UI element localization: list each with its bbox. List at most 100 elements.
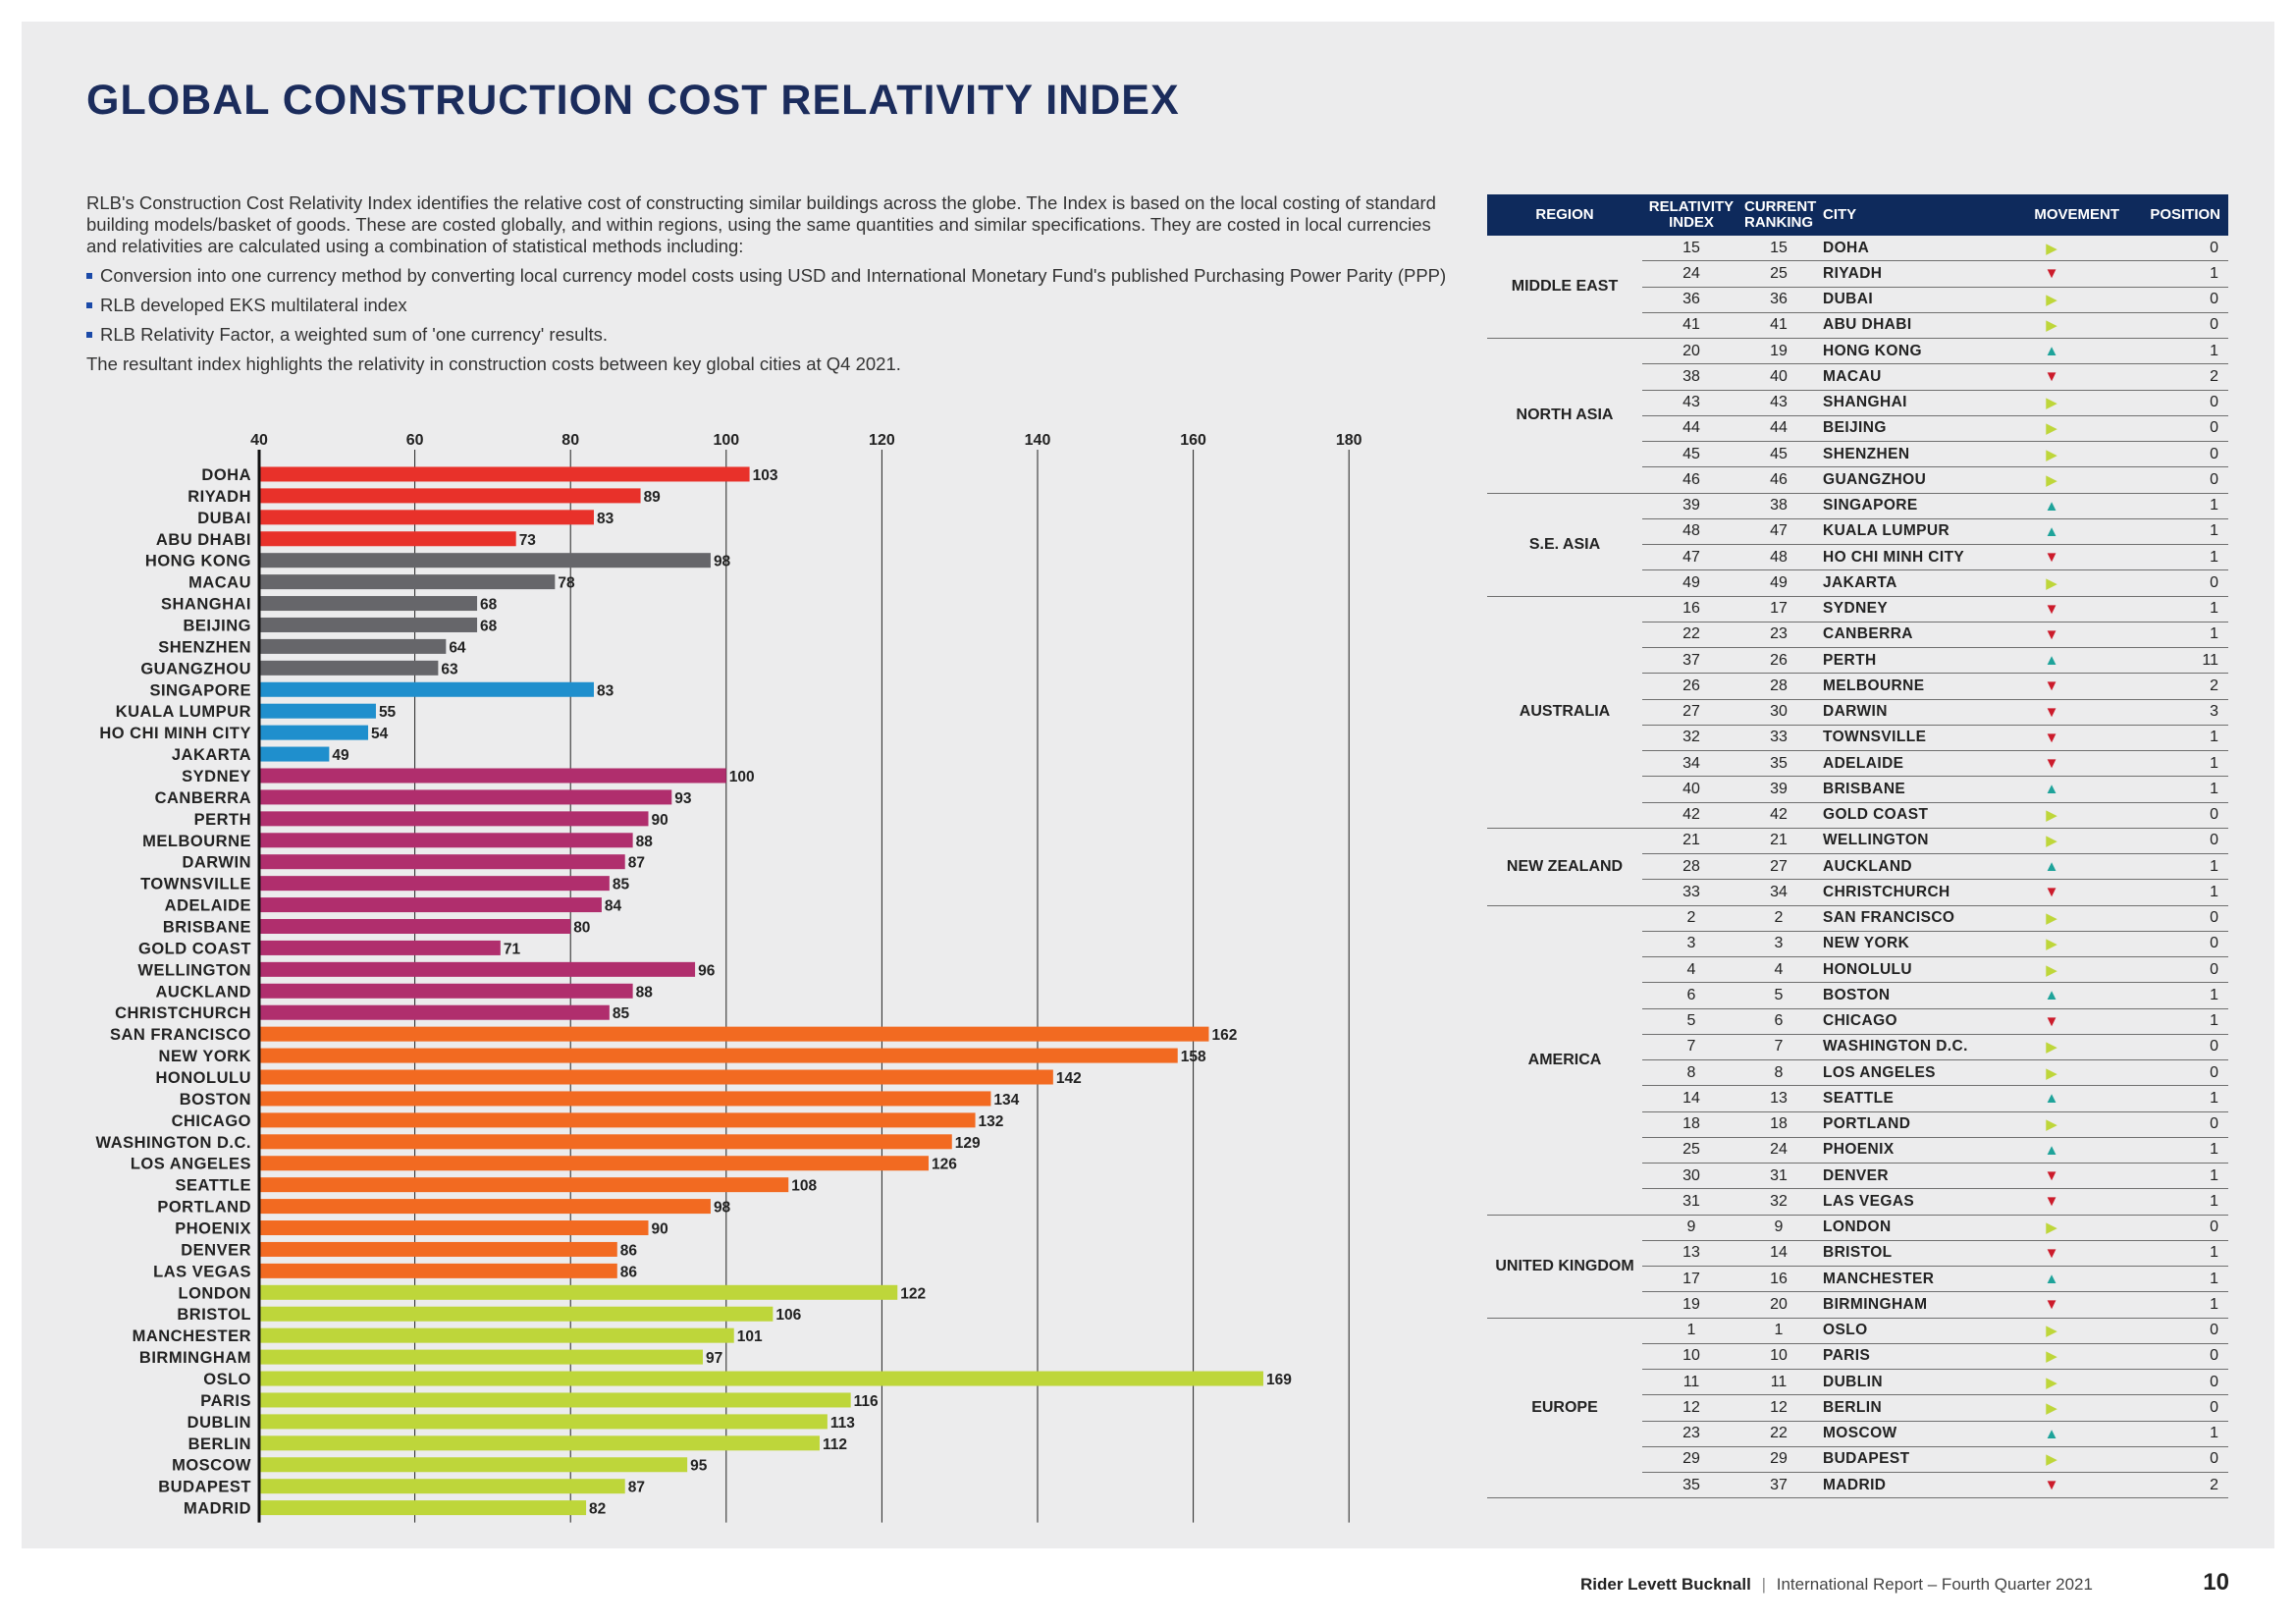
category-label: CHICAGO bbox=[172, 1112, 251, 1130]
table-row: 29 29 BUDAPEST ▶ 0 bbox=[1487, 1446, 2228, 1474]
position-change-cell: 1 bbox=[2123, 1421, 2228, 1447]
current-ranking-cell: 9 bbox=[1740, 1215, 1817, 1241]
table-row: 28 27 AUCKLAND ▲ 1 bbox=[1487, 853, 2228, 881]
city-cell: SYDNEY bbox=[1817, 596, 1980, 623]
relativity-index-cell: 45 bbox=[1642, 441, 1740, 468]
current-ranking-cell: 20 bbox=[1740, 1291, 1817, 1319]
relativity-index-cell: 5 bbox=[1642, 1008, 1740, 1035]
city-cell: CHRISTCHURCH bbox=[1817, 879, 1980, 906]
relativity-index-cell: 32 bbox=[1642, 725, 1740, 752]
relativity-index-cell: 39 bbox=[1642, 493, 1740, 519]
position-change-cell: 1 bbox=[2123, 1266, 2228, 1293]
position-change-cell: 0 bbox=[2123, 415, 2228, 443]
relativity-index-cell: 33 bbox=[1642, 879, 1740, 906]
city-cell: DOHA bbox=[1817, 236, 1980, 262]
category-label: AUCKLAND bbox=[156, 983, 252, 1001]
position-change-cell: 0 bbox=[2123, 441, 2228, 468]
bar bbox=[259, 746, 330, 762]
category-label: CANBERRA bbox=[155, 789, 251, 807]
data-label: 122 bbox=[900, 1285, 926, 1302]
relativity-index-cell: 14 bbox=[1642, 1085, 1740, 1112]
current-ranking-cell: 39 bbox=[1740, 776, 1817, 803]
city-cell: HO CHI MINH CITY bbox=[1817, 544, 1980, 571]
position-change-cell: 2 bbox=[2123, 363, 2228, 391]
relativity-index-cell: 2 bbox=[1642, 905, 1740, 932]
movement-down-icon: ▼ bbox=[1980, 673, 2123, 700]
table-row: 34 35 ADELAIDE ▼ 1 bbox=[1487, 750, 2228, 778]
table-row: 19 20 BIRMINGHAM ▼ 1 bbox=[1487, 1291, 2228, 1319]
region-cell: AMERICA bbox=[1487, 905, 1642, 1216]
current-ranking-cell: 29 bbox=[1740, 1446, 1817, 1474]
city-cell: BRISTOL bbox=[1817, 1240, 1980, 1268]
movement-down-icon: ▼ bbox=[1980, 1240, 2123, 1268]
relativity-index-cell: 1 bbox=[1642, 1318, 1740, 1344]
current-ranking-cell: 3 bbox=[1740, 931, 1817, 958]
table-row: 30 31 DENVER ▼ 1 bbox=[1487, 1163, 2228, 1190]
table-row: 8 8 LOS ANGELES ▶ 0 bbox=[1487, 1059, 2228, 1087]
category-label: GUANGZHOU bbox=[140, 660, 251, 677]
city-cell: DENVER bbox=[1817, 1163, 1980, 1190]
x-tick-label: 160 bbox=[1180, 432, 1206, 449]
movement-same-icon: ▶ bbox=[1980, 1369, 2123, 1396]
city-cell: TOWNSVILLE bbox=[1817, 725, 1980, 752]
relativity-index-cell: 28 bbox=[1642, 853, 1740, 881]
bar bbox=[259, 1435, 820, 1451]
relativity-index-cell: 9 bbox=[1642, 1215, 1740, 1241]
position-change-cell: 0 bbox=[2123, 905, 2228, 932]
table-row: 14 13 SEATTLE ▲ 1 bbox=[1487, 1085, 2228, 1112]
category-label: SINGAPORE bbox=[149, 681, 251, 699]
category-label: PORTLAND bbox=[157, 1199, 251, 1217]
relativity-index-cell: 20 bbox=[1642, 338, 1740, 365]
category-label: PARIS bbox=[200, 1392, 251, 1410]
city-cell: BIRMINGHAM bbox=[1817, 1291, 1980, 1319]
relativity-index-cell: 38 bbox=[1642, 363, 1740, 391]
current-ranking-cell: 27 bbox=[1740, 853, 1817, 881]
relativity-index-cell: 41 bbox=[1642, 312, 1740, 340]
category-label: BRISTOL bbox=[177, 1306, 251, 1324]
bar bbox=[259, 488, 641, 504]
position-change-cell: 0 bbox=[2123, 931, 2228, 958]
category-label: HONG KONG bbox=[145, 553, 251, 570]
table-row: 48 47 KUALA LUMPUR ▲ 1 bbox=[1487, 518, 2228, 546]
category-label: GOLD COAST bbox=[138, 940, 251, 957]
table-row: 47 48 HO CHI MINH CITY ▼ 1 bbox=[1487, 544, 2228, 571]
data-label: 71 bbox=[504, 941, 521, 957]
relativity-index-cell: 12 bbox=[1642, 1394, 1740, 1422]
current-ranking-cell: 47 bbox=[1740, 518, 1817, 546]
category-label: LONDON bbox=[179, 1284, 252, 1302]
table-row: 49 49 JAKARTA ▶ 0 bbox=[1487, 569, 2228, 597]
data-label: 64 bbox=[449, 639, 466, 656]
bar bbox=[259, 1220, 649, 1236]
data-label: 87 bbox=[628, 855, 645, 872]
city-cell: LOS ANGELES bbox=[1817, 1059, 1980, 1087]
position-change-cell: 1 bbox=[2123, 544, 2228, 571]
data-label: 82 bbox=[589, 1501, 606, 1518]
bar bbox=[259, 1327, 734, 1343]
table-row: 43 43 SHANGHAI ▶ 0 bbox=[1487, 390, 2228, 416]
current-ranking-cell: 7 bbox=[1740, 1034, 1817, 1061]
position-change-cell: 0 bbox=[2123, 1446, 2228, 1474]
category-label: ABU DHABI bbox=[156, 531, 251, 549]
relativity-index-cell: 7 bbox=[1642, 1034, 1740, 1061]
current-ranking-cell: 46 bbox=[1740, 466, 1817, 494]
data-label: 83 bbox=[597, 682, 614, 699]
bar bbox=[259, 1414, 828, 1430]
x-tick-label: 80 bbox=[561, 432, 579, 449]
position-change-cell: 0 bbox=[2123, 956, 2228, 984]
bar bbox=[259, 940, 501, 955]
category-label: PHOENIX bbox=[175, 1220, 251, 1238]
movement-same-icon: ▶ bbox=[1980, 390, 2123, 416]
city-cell: HONOLULU bbox=[1817, 956, 1980, 984]
city-cell: BUDAPEST bbox=[1817, 1446, 1980, 1474]
category-label: ADELAIDE bbox=[165, 897, 251, 915]
city-cell: PERTH bbox=[1817, 647, 1980, 675]
current-ranking-cell: 2 bbox=[1740, 905, 1817, 932]
table-row: 41 41 ABU DHABI ▶ 0 bbox=[1487, 312, 2228, 340]
movement-down-icon: ▼ bbox=[1980, 1163, 2123, 1190]
table-row: 35 37 MADRID ▼ 2 bbox=[1487, 1472, 2228, 1499]
current-ranking-cell: 16 bbox=[1740, 1266, 1817, 1293]
bar bbox=[259, 854, 625, 870]
bar bbox=[259, 897, 602, 913]
current-ranking-cell: 22 bbox=[1740, 1421, 1817, 1447]
movement-down-icon: ▼ bbox=[1980, 260, 2123, 288]
